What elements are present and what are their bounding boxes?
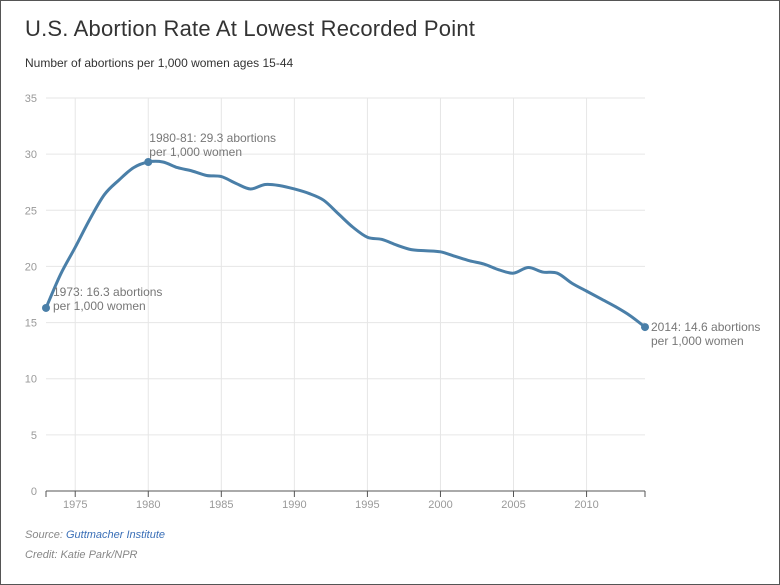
- source-prefix: Source:: [25, 529, 66, 541]
- x-axis: 1975 1980 1985 1990 1995 2000 2005 2010: [45, 490, 646, 511]
- annotation-marker: [641, 323, 649, 332]
- chart-title: U.S. Abortion Rate At Lowest Recorded Po…: [25, 16, 476, 41]
- x-tick-label: 1995: [355, 499, 379, 511]
- y-tick-label: 30: [25, 149, 37, 161]
- x-tick-label: 1980: [136, 499, 160, 511]
- y-tick-label: 0: [31, 486, 37, 498]
- annotation-label-line2: per 1,000 women: [651, 334, 744, 348]
- annotation-label-line2: per 1,000 women: [53, 299, 146, 313]
- annotation-label-line1: 2014: 14.6 abortions: [651, 320, 760, 334]
- y-tick-label: 20: [25, 261, 37, 273]
- y-tick-label: 5: [31, 430, 37, 442]
- x-tick-label: 2010: [574, 499, 598, 511]
- credit-note: Credit: Katie Park/NPR: [25, 549, 138, 561]
- x-tick-label: 2005: [501, 499, 525, 511]
- x-tick-label: 1985: [209, 499, 233, 511]
- gridlines: [46, 97, 645, 491]
- annotation-marker: [42, 303, 50, 312]
- y-tick-label: 15: [25, 318, 37, 330]
- x-tick-label: 1975: [63, 499, 87, 511]
- annotation-label-line1: 1973: 16.3 abortions: [53, 285, 162, 299]
- y-tick-label: 10: [25, 374, 37, 386]
- y-tick-label: 35: [25, 93, 37, 105]
- y-axis-ticks: 0 5 10 15 20 25 30 35: [25, 93, 37, 498]
- source-link[interactable]: Guttmacher Institute: [65, 529, 166, 541]
- chart-subtitle: Number of abortions per 1,000 women ages…: [25, 56, 294, 70]
- annotation-marker: [144, 158, 153, 167]
- x-tick-label: 1990: [282, 499, 306, 511]
- x-tick-label: 2000: [428, 499, 452, 511]
- annotation-label-line1: 1980-81: 29.3 abortions: [149, 131, 276, 145]
- y-tick-label: 25: [25, 205, 37, 217]
- annotation-label-line2: per 1,000 women: [149, 145, 242, 159]
- source-note: Source: Guttmacher Institute: [25, 529, 165, 541]
